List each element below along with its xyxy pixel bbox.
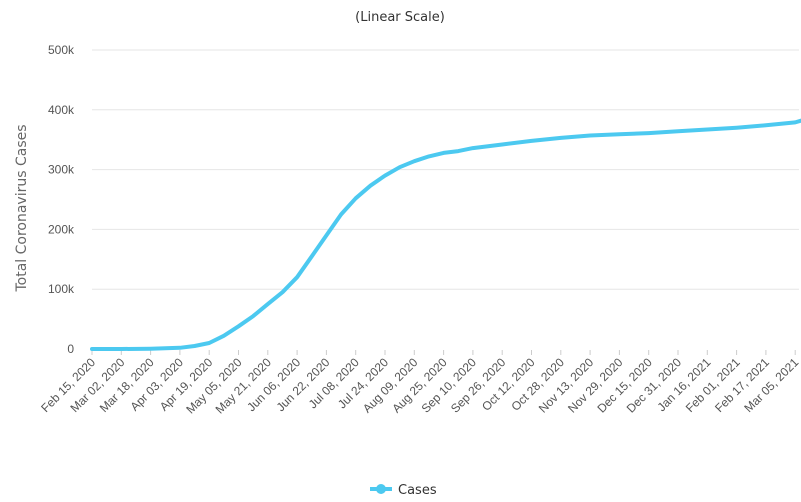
y-axis-label: Total Coronavirus Cases [14,124,30,292]
chart-subtitle: (Linear Scale) [355,10,445,25]
y-tick-label: 200k [48,222,75,236]
y-tick-label: 0 [67,342,74,356]
y-tick-label: 500k [48,43,75,57]
y-axis-ticks: 0 100k 200k 300k 400k 500k [48,43,75,356]
legend-swatch-marker [376,484,386,494]
y-tick-label: 100k [48,282,75,296]
legend[interactable]: Cases [370,483,437,498]
y-tick-label: 300k [48,163,75,177]
legend-label-cases[interactable]: Cases [398,483,437,498]
series-line-cases[interactable] [90,118,801,351]
y-tick-label: 400k [48,103,75,117]
gridlines [92,49,799,290]
series-layer [90,118,801,351]
